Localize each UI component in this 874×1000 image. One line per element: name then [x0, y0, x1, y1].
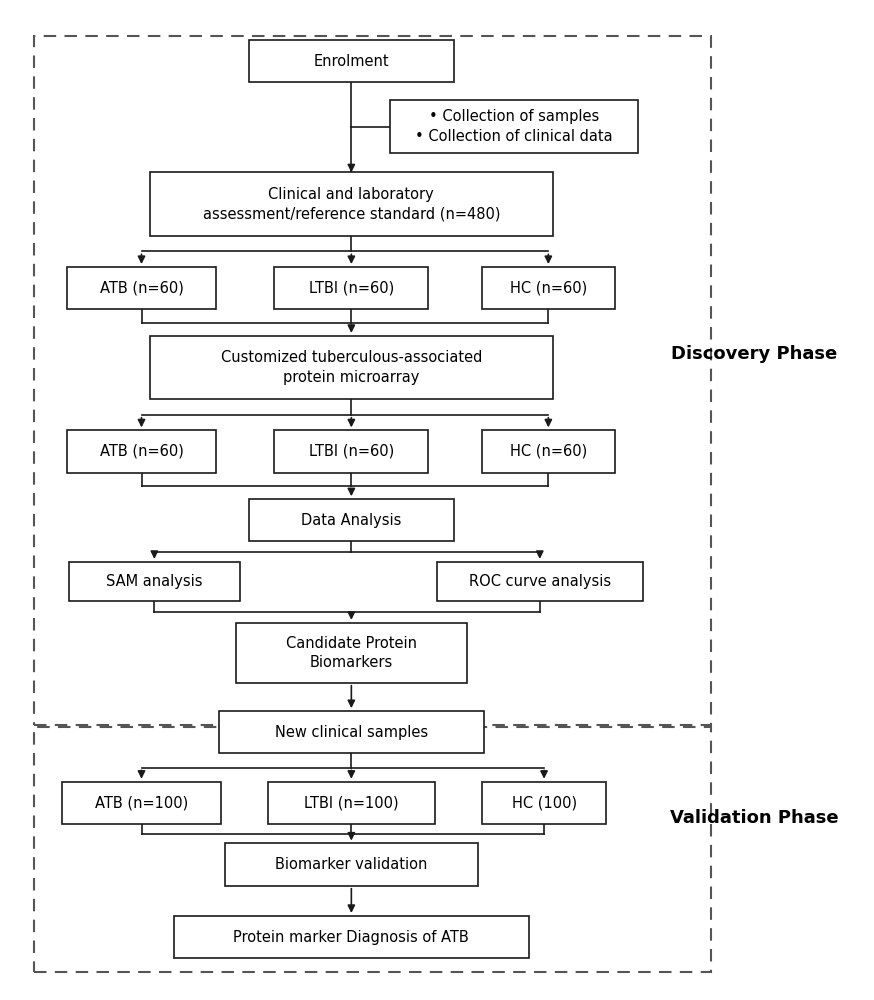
Text: HC (n=60): HC (n=60): [510, 281, 587, 296]
FancyBboxPatch shape: [248, 499, 454, 541]
FancyBboxPatch shape: [236, 623, 467, 683]
Text: HC (100): HC (100): [511, 795, 577, 810]
FancyBboxPatch shape: [482, 782, 607, 824]
FancyBboxPatch shape: [248, 40, 454, 82]
Text: ATB (n=60): ATB (n=60): [100, 444, 184, 459]
FancyBboxPatch shape: [437, 562, 642, 601]
Text: HC (n=60): HC (n=60): [510, 444, 587, 459]
FancyBboxPatch shape: [69, 562, 240, 601]
FancyBboxPatch shape: [274, 430, 428, 473]
FancyBboxPatch shape: [390, 100, 638, 153]
Text: Discovery Phase: Discovery Phase: [670, 345, 837, 363]
Text: ROC curve analysis: ROC curve analysis: [468, 574, 611, 589]
FancyBboxPatch shape: [225, 843, 478, 886]
Text: Enrolment: Enrolment: [314, 54, 389, 69]
Text: LTBI (n=60): LTBI (n=60): [309, 281, 394, 296]
Text: Biomarker validation: Biomarker validation: [275, 857, 427, 872]
FancyBboxPatch shape: [62, 782, 221, 824]
Text: ATB (n=60): ATB (n=60): [100, 281, 184, 296]
FancyBboxPatch shape: [218, 711, 484, 753]
FancyBboxPatch shape: [274, 267, 428, 309]
FancyBboxPatch shape: [482, 430, 614, 473]
FancyBboxPatch shape: [267, 782, 435, 824]
FancyBboxPatch shape: [482, 267, 614, 309]
Text: Candidate Protein
Biomarkers: Candidate Protein Biomarkers: [286, 636, 417, 670]
Text: LTBI (n=100): LTBI (n=100): [304, 795, 399, 810]
Text: New clinical samples: New clinical samples: [274, 725, 428, 740]
Text: Protein marker Diagnosis of ATB: Protein marker Diagnosis of ATB: [233, 930, 469, 945]
Text: Customized tuberculous-associated
protein microarray: Customized tuberculous-associated protei…: [220, 350, 482, 385]
FancyBboxPatch shape: [66, 267, 217, 309]
Text: • Collection of samples
• Collection of clinical data: • Collection of samples • Collection of …: [415, 109, 613, 144]
FancyBboxPatch shape: [150, 172, 552, 236]
FancyBboxPatch shape: [150, 336, 552, 399]
FancyBboxPatch shape: [174, 916, 529, 958]
FancyBboxPatch shape: [66, 430, 217, 473]
Text: ATB (n=100): ATB (n=100): [95, 795, 188, 810]
Text: Data Analysis: Data Analysis: [302, 513, 401, 528]
Text: Clinical and laboratory
assessment/reference standard (n=480): Clinical and laboratory assessment/refer…: [203, 187, 500, 221]
Text: Validation Phase: Validation Phase: [669, 809, 838, 827]
Text: LTBI (n=60): LTBI (n=60): [309, 444, 394, 459]
Text: SAM analysis: SAM analysis: [106, 574, 203, 589]
